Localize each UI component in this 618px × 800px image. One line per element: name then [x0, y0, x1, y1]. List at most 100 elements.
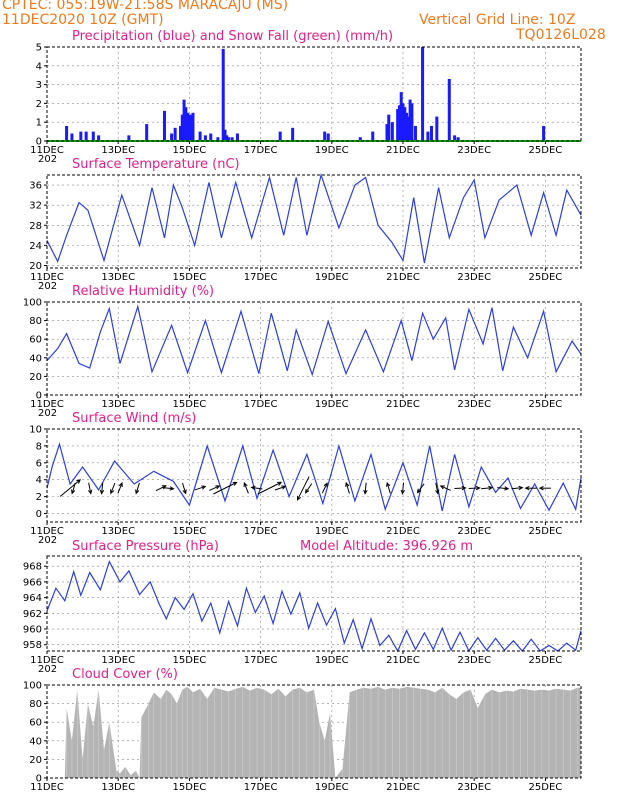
- cloud-ytick-label: 80: [29, 699, 42, 710]
- temperature-xtick-label: 21DEC: [386, 272, 420, 283]
- wind-arrow-shaft: [417, 483, 425, 493]
- cloud-ytick-label: 60: [29, 718, 42, 729]
- wind-arrow-long: [296, 476, 310, 501]
- precip-bar: [410, 103, 414, 141]
- header-grid-note: Vertical Grid Line: 10Z: [419, 12, 576, 28]
- precip-bar: [542, 125, 546, 141]
- wind-arrow-head: [110, 489, 115, 495]
- wind-arrow: [435, 482, 440, 495]
- wind-arrow: [110, 482, 116, 495]
- precip-bar: [184, 107, 188, 141]
- wind-arrow-shaft: [251, 486, 263, 490]
- cloud-ytick-label: 0: [36, 774, 42, 785]
- wind-arrow: [321, 482, 328, 494]
- wind-arrow-shaft: [401, 482, 405, 494]
- precip-bar: [198, 131, 202, 141]
- wind-arrow-head: [363, 489, 368, 495]
- wind-arrow-head: [416, 488, 422, 494]
- precip-bar: [453, 135, 457, 141]
- wind-xtick-label: 13DEC: [101, 526, 135, 537]
- humidity-xtick-label: 23DEC: [457, 399, 491, 410]
- precip-bar: [230, 137, 234, 141]
- temperature-xtick-label: 19DEC: [315, 272, 349, 283]
- precip-bar: [403, 107, 407, 141]
- temperature-ytick-label: 36: [29, 181, 42, 192]
- wind-arrow-head: [250, 485, 256, 491]
- precip-bar: [371, 131, 375, 141]
- wind-arrow-long-shaft: [297, 476, 310, 501]
- humidity-xtick-label: 25DEC: [529, 399, 563, 410]
- wind-arrow-head: [439, 485, 445, 490]
- wind-arrow-shaft: [162, 487, 174, 490]
- wind-arrow-head: [488, 485, 494, 491]
- precip-bar: [399, 92, 403, 141]
- wind-arrow: [524, 485, 537, 491]
- precip-bar: [97, 135, 101, 141]
- header-datetime: 11DEC2020 10Z (GMT): [2, 12, 164, 28]
- precipitation-ytick-label: 0: [36, 137, 42, 148]
- precip-bar: [84, 131, 88, 141]
- precipitation-frame: [46, 46, 582, 142]
- humidity-ytick-label: 60: [29, 335, 42, 346]
- pressure-xtick-label: 21DEC: [386, 655, 420, 666]
- wind-arrow-shaft: [440, 485, 451, 491]
- wind-year-fragment: 202: [38, 535, 57, 546]
- header-location: CPTEC: 055:19W-21:58S MARACAJU (MS): [2, 0, 289, 13]
- pressure-xtick-label: 19DEC: [315, 655, 349, 666]
- cloud-xtick-label: 17DEC: [244, 782, 278, 793]
- wind-arrow-head: [400, 489, 405, 495]
- humidity-xtick-label: 11DEC: [30, 399, 64, 410]
- wind-ytick-label: 0: [36, 509, 42, 520]
- humidity-xtick-label: 21DEC: [386, 399, 420, 410]
- precipitation-panel: [44, 46, 582, 144]
- pressure-ytick-label: 968: [23, 562, 42, 573]
- precip-bar: [421, 47, 425, 141]
- precipitation-xtick-label: 25DEC: [529, 145, 563, 156]
- header-code: TQ0126L028: [516, 27, 606, 43]
- wind-arrow-head: [215, 485, 221, 490]
- wind-arrow-head: [475, 485, 481, 491]
- temperature-title: Surface Temperature (nC): [72, 157, 240, 172]
- temperature-xtick-label: 15DEC: [173, 272, 207, 283]
- precip-bar: [326, 133, 330, 141]
- temperature-xtick-label: 11DEC: [30, 272, 64, 283]
- cloud-ytick-label: 40: [29, 736, 42, 747]
- precip-bar: [426, 131, 430, 141]
- precipitation-title: Precipitation (blue) and Snow Fall (gree…: [72, 29, 394, 44]
- wind-arrow: [416, 483, 425, 494]
- wind-xtick-label: 25DEC: [529, 526, 563, 537]
- precip-bar: [390, 122, 394, 141]
- cloud-frame: [46, 684, 582, 779]
- precip-bar: [429, 125, 433, 141]
- temperature-ytick-label: 24: [29, 241, 42, 252]
- precip-bar: [65, 125, 69, 141]
- humidity-line: [46, 304, 582, 377]
- wind-arrow-shaft: [274, 485, 286, 491]
- precip-bar: [223, 129, 227, 141]
- cloud-title: Cloud Cover (%): [72, 667, 178, 682]
- wind-arrow: [400, 482, 405, 495]
- humidity-panel: [44, 301, 582, 398]
- cloud-xtick-label: 25DEC: [529, 782, 563, 793]
- wind-arrow: [497, 486, 510, 491]
- humidity-year-fragment: 202: [38, 408, 57, 419]
- pressure-altitude: Model Altitude: 396.926 m: [300, 539, 474, 554]
- temperature-ytick-label: 28: [29, 221, 42, 232]
- precip-bar: [385, 124, 389, 141]
- precip-bar: [397, 105, 401, 141]
- wind-arrow-head: [169, 486, 175, 491]
- precipitation-year-fragment: 202: [38, 154, 57, 165]
- wind-arrow: [243, 482, 249, 494]
- wind-arrow-head: [201, 485, 207, 490]
- wind-arrow-head: [461, 485, 467, 491]
- precip-bar: [180, 114, 184, 141]
- wind-arrow-shaft: [155, 485, 167, 492]
- precipitation-xtick-label: 13DEC: [101, 145, 135, 156]
- wind-arrow-shaft: [182, 482, 187, 494]
- temperature-panel: [44, 172, 582, 271]
- precip-bar: [187, 114, 191, 141]
- precip-bar: [396, 109, 400, 141]
- wind-arrow-shaft: [135, 482, 140, 494]
- wind-arrow-head: [345, 481, 350, 487]
- wind-arrow: [454, 485, 467, 491]
